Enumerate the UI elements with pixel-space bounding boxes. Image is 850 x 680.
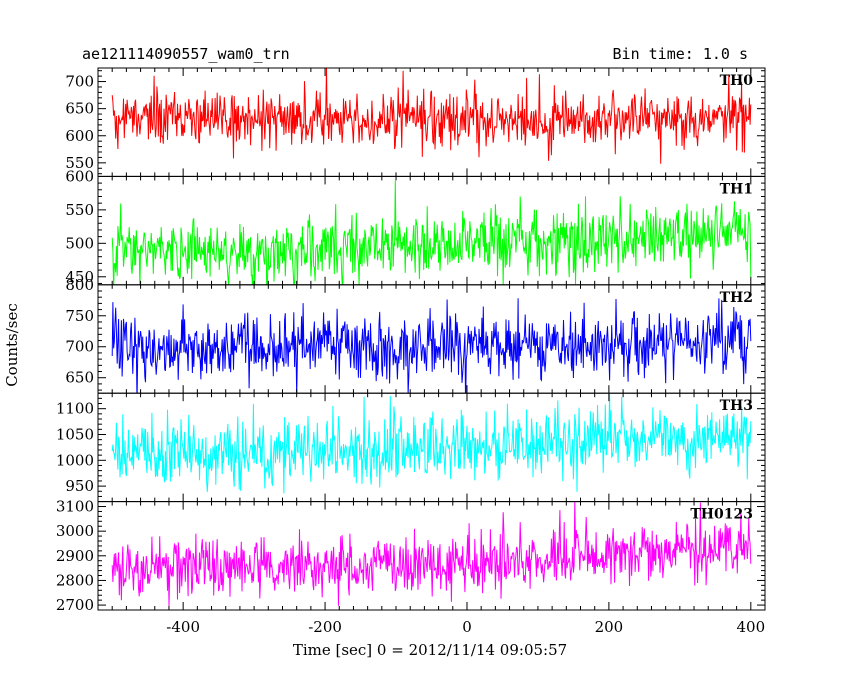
y-tick-label-th0123: 2700	[56, 596, 94, 614]
y-tick-label-th1: 500	[65, 234, 94, 252]
x-tick-label: 400	[736, 618, 765, 636]
panel-label-th1: TH1	[720, 181, 753, 197]
x-tick-label: -200	[308, 618, 342, 636]
y-axis-label: Counts/sec	[3, 303, 21, 387]
y-tick-label-th1: 450	[65, 268, 94, 286]
y-tick-label-th3: 1100	[56, 400, 94, 418]
panel-label-th3: TH3	[720, 398, 753, 414]
y-tick-label-th0: 700	[65, 73, 94, 91]
y-tick-label-th0: 550	[65, 154, 94, 172]
y-tick-label-th0123: 2800	[56, 571, 94, 589]
x-tick-label: 0	[462, 618, 472, 636]
y-tick-label-th0: 650	[65, 100, 94, 118]
bin-time-label: Bin time: 1.0 s	[613, 45, 748, 63]
series-th2-line	[111, 298, 752, 394]
panel-th1: 450 500 550 600 TH1	[65, 167, 766, 286]
y-tick-label-th2: 750	[65, 307, 94, 325]
panel-th0: 550 600 650 700 TH0	[65, 67, 766, 177]
y-tick-label-th0123: 3000	[56, 522, 94, 540]
y-tick-label-th3: 1050	[56, 425, 94, 443]
y-tick-label-th0123: 3100	[56, 498, 94, 516]
panel-th0123: 2700 2800 2900 3000 3100 TH0123	[56, 498, 766, 614]
y-tick-label-th1: 600	[65, 167, 94, 185]
panel-label-th0: TH0	[720, 73, 754, 89]
panel-th2: 650 700 750 800 TH2	[65, 276, 766, 394]
series-th0123-line	[111, 501, 752, 607]
y-tick-label-th2: 700	[65, 338, 94, 356]
series-th3-line	[111, 393, 752, 494]
panel-th3: 950 1000 1050 1100 TH3	[56, 392, 766, 503]
y-tick-label-th2: 650	[65, 369, 94, 387]
x-axis-label: Time [sec] 0 = 2012/11/14 09:05:57	[293, 641, 567, 659]
y-tick-label-th0: 600	[65, 127, 94, 145]
panel-label-th0123: TH0123	[690, 507, 753, 523]
y-tick-label-th2: 800	[65, 276, 94, 294]
y-tick-label-th0123: 2900	[56, 547, 94, 565]
series-th1-line	[111, 180, 752, 285]
y-tick-label-th3: 1000	[56, 451, 94, 469]
panel-label-th2: TH2	[720, 290, 753, 306]
chart-title: ae121114090557_wam0_trn	[82, 45, 290, 63]
x-tick-label: 200	[595, 618, 624, 636]
series-th0-line	[111, 68, 752, 164]
y-tick-label-th3: 950	[65, 477, 94, 495]
x-tick-label: -400	[166, 618, 200, 636]
y-tick-label-th1: 550	[65, 201, 94, 219]
